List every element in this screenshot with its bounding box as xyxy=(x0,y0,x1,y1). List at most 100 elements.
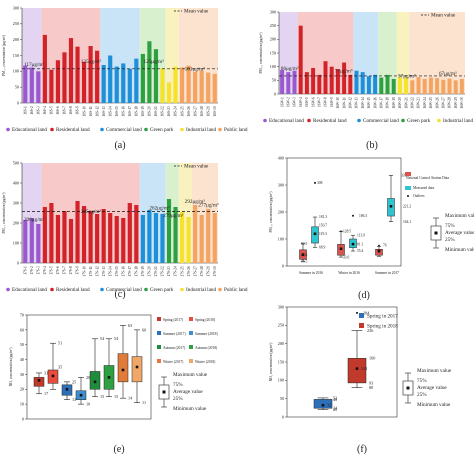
bar xyxy=(199,70,204,103)
box-mean-marker xyxy=(355,367,359,370)
legend-mean-label: Mean value xyxy=(184,9,209,15)
zone-legend-marker xyxy=(263,118,267,123)
key-label: Average value xyxy=(173,389,203,395)
x-tick-label: 16S-20 xyxy=(148,106,152,117)
y-tick-label: 60 xyxy=(20,327,24,332)
x-tick-label: 16W-20 xyxy=(398,97,402,109)
key-label: 75% xyxy=(173,382,183,388)
box-mean-marker xyxy=(301,253,305,257)
zone-legend-marker xyxy=(218,287,222,292)
x-tick-label: 16W-18 xyxy=(386,97,390,109)
y-tick-label: 300 xyxy=(278,182,284,187)
x-tick-label: 17S-21 xyxy=(154,266,158,277)
x-tick-label: 17S-24 xyxy=(174,266,178,277)
bar xyxy=(179,212,185,263)
panel-caption: (a) xyxy=(114,140,125,151)
key-mean-marker xyxy=(406,386,410,390)
value-annotation: 13 xyxy=(72,397,76,402)
mean-annotation: 277μg/m³ xyxy=(198,203,219,209)
bar xyxy=(134,58,139,103)
x-tick-label: 16S-3 xyxy=(37,106,41,115)
value-annotation: 41.6 xyxy=(301,253,307,257)
x-tick-label: 17S-4 xyxy=(43,266,47,275)
zone-legend-marker xyxy=(100,127,104,132)
panel-caption: (b) xyxy=(366,140,378,151)
bar xyxy=(298,25,303,95)
y-tick-label: 200 xyxy=(278,209,284,214)
zone-legend-marker xyxy=(180,287,184,292)
outlier-point xyxy=(314,181,316,184)
zone-legend-label: Industrial land xyxy=(186,287,217,293)
x-tick-label: 16S-26 xyxy=(187,106,191,117)
x-tick-label: 16W-6 xyxy=(311,97,315,107)
box-box xyxy=(131,356,143,383)
value-annotation: 284 xyxy=(363,310,370,315)
bar xyxy=(335,69,340,94)
bar xyxy=(166,82,172,103)
x-category-label: Summer in 2017 xyxy=(375,271,399,275)
y-tick-label: 30 xyxy=(20,372,24,377)
bar xyxy=(49,69,54,103)
zone-legend-marker xyxy=(50,127,54,132)
x-tick-label: 16S-25 xyxy=(180,106,184,117)
x-tick-label: 16S-2 xyxy=(30,106,34,115)
zone-legend-marker xyxy=(6,287,10,292)
zone-legend-label: Public land xyxy=(224,287,248,293)
zone-legend-label: Industrial land xyxy=(443,118,474,124)
value-annotation: 93 xyxy=(369,380,373,385)
x-tick-label: 17S-25 xyxy=(180,266,184,277)
box-mean-marker xyxy=(37,379,41,382)
y-tick-label: 0 xyxy=(282,414,284,419)
box-mean-marker xyxy=(351,242,355,246)
y-tick-label: 0 xyxy=(22,416,24,421)
legend-label: Outliers xyxy=(413,194,425,198)
bar xyxy=(360,72,365,94)
box-mean-marker xyxy=(377,249,381,253)
x-tick-label: 16S-12 xyxy=(95,106,99,117)
x-tick-label: 16S-15 xyxy=(115,106,119,117)
key-label: 25% xyxy=(445,237,455,243)
x-tick-label: 17S-6 xyxy=(56,266,60,275)
value-annotation: 20 xyxy=(333,407,337,412)
x-tick-label: 16W-3 xyxy=(293,97,297,107)
bar xyxy=(127,68,132,103)
zone-legend-marker xyxy=(100,287,104,292)
legend-marker xyxy=(407,195,409,197)
box-mean-marker xyxy=(107,376,111,379)
y-tick-label: 70 xyxy=(20,312,24,317)
x-tick-label: 17S-22 xyxy=(161,266,165,277)
value-annotation: 33.0 xyxy=(343,255,349,259)
bar xyxy=(348,74,353,94)
zone-legend-marker xyxy=(180,127,184,132)
bar xyxy=(206,72,211,103)
x-tick-label: 16S-8 xyxy=(69,106,73,115)
y-tick-label: 200 xyxy=(270,37,276,42)
value-annotation: 32 xyxy=(327,403,331,408)
y-tick-label: 250 xyxy=(270,23,276,28)
bar xyxy=(428,77,433,94)
x-tick-label: 16S-23 xyxy=(167,106,171,117)
bar xyxy=(323,61,328,94)
x-tick-label: 16S-18 xyxy=(135,106,139,117)
x-tick-label: 16S-28 xyxy=(200,106,204,117)
x-tick-label: 17S-27 xyxy=(193,266,197,277)
y-tick-label: 200 xyxy=(278,341,284,346)
box-mean-marker xyxy=(121,368,125,372)
value-annotation: 128.5 xyxy=(343,230,351,234)
bar xyxy=(68,38,74,104)
x-tick-label: 16W-10 xyxy=(336,97,340,109)
bar xyxy=(212,73,217,103)
y-axis-label: PM₂.₅ concentration (μg/m³) xyxy=(269,191,273,233)
bar xyxy=(212,213,217,263)
x-tick-label: 16W-29 xyxy=(454,97,458,109)
bar xyxy=(121,63,126,103)
x-tick-label: 17S-19 xyxy=(141,266,145,277)
value-annotation: 11 xyxy=(142,400,146,405)
bar xyxy=(36,224,41,263)
y-axis-label: PM₂.₅ concentration (μg/m³) xyxy=(2,34,6,76)
zone-background xyxy=(178,8,218,103)
y-tick-label: 300 xyxy=(13,200,19,205)
legend-mean-label: Mean value xyxy=(184,164,209,170)
bar xyxy=(134,205,139,263)
y-tick-label: 100 xyxy=(13,69,19,74)
